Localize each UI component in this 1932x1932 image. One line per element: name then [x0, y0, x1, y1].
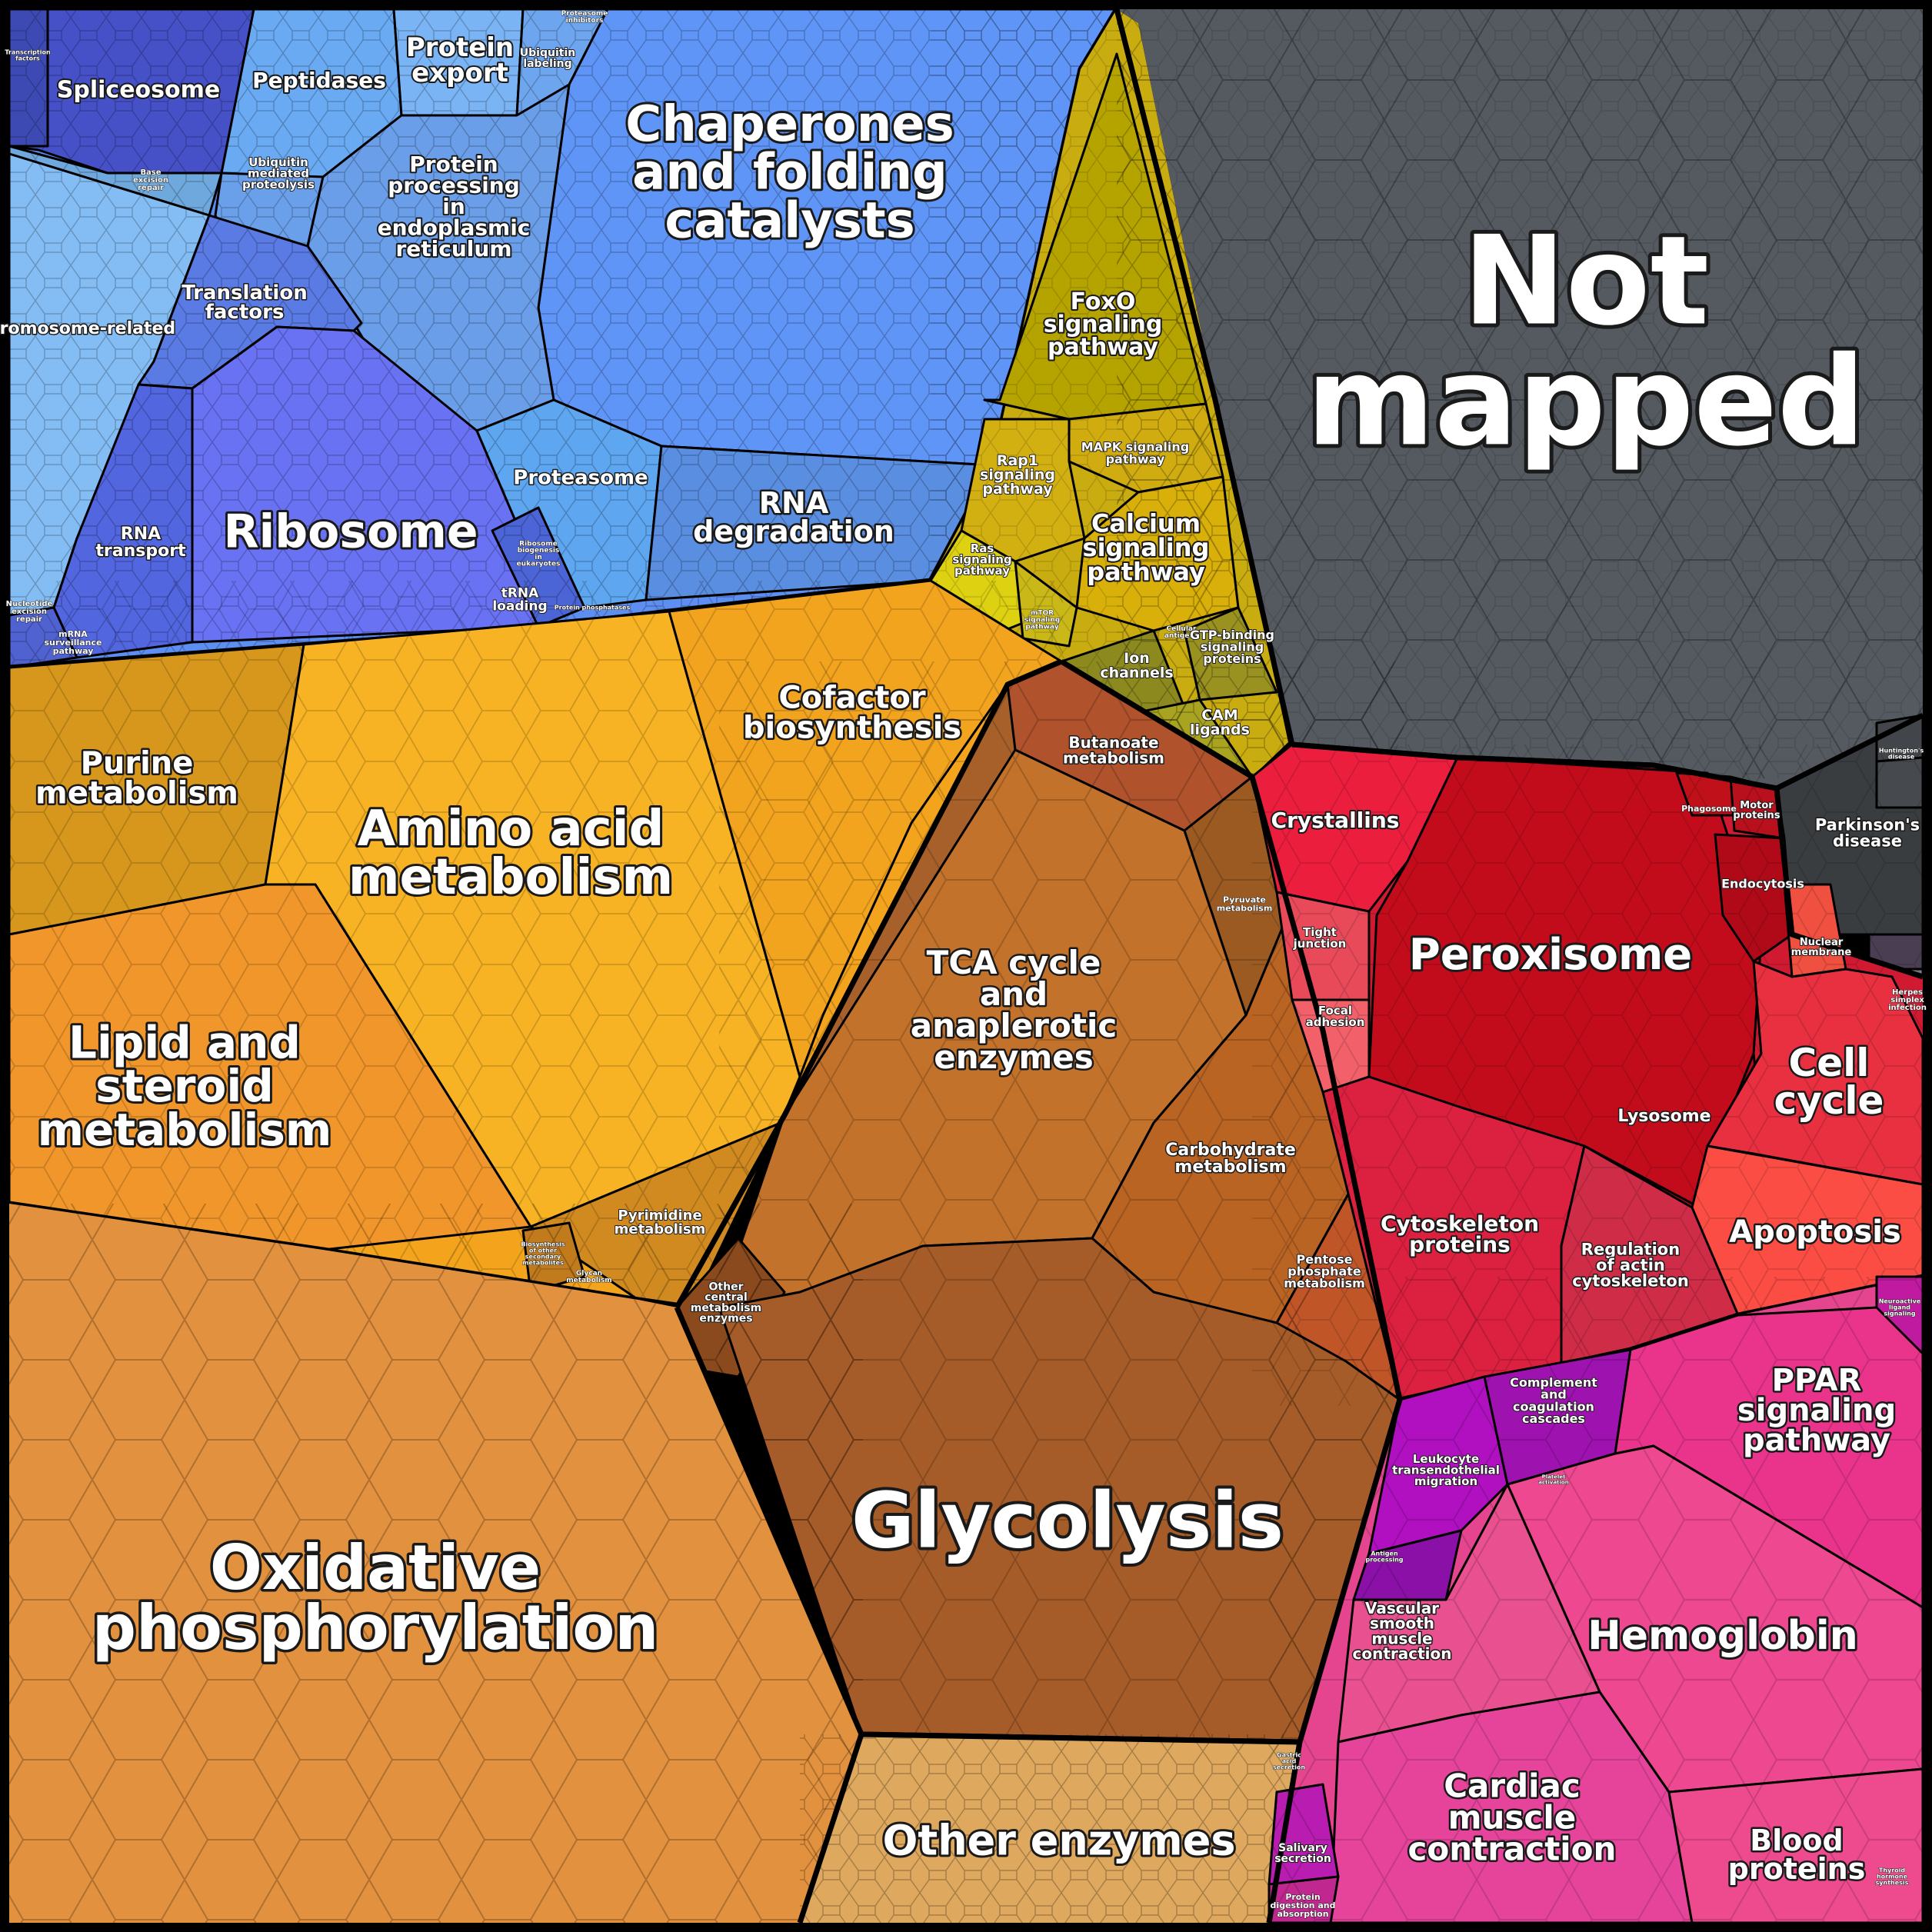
label-proteasome: Proteasome [513, 467, 648, 490]
label-biosynthesis-other: Biosynthesis of other secondary metabolites [521, 1241, 565, 1267]
label-purine: Purine metabolism [35, 745, 238, 811]
label-glycolysis: Glycolysis [851, 1475, 1284, 1565]
label-blood-proteins: Blood proteins [1728, 1824, 1866, 1886]
label-cell-cycle: Cell cycle [1774, 1041, 1884, 1123]
label-base-excision-repair: Base excision repair [133, 168, 168, 192]
label-glycan: Glycan metabolism [566, 1270, 611, 1284]
label-cytoskeleton: Cytoskeleton proteins [1381, 1211, 1539, 1257]
label-neuroactive: Neuroactive ligand signaling [1879, 1298, 1921, 1317]
texture-pink [1269, 1277, 1923, 1923]
label-amino-acid: Amino acid metabolism [348, 801, 673, 906]
label-gtp-binding: GTP-binding signaling proteins [1190, 628, 1274, 666]
group-not-mapped [1114, 8, 1924, 1055]
label-complement: Complement and coagulation cascades [1510, 1375, 1597, 1426]
label-cofactor: Cofactor biosynthesis [743, 680, 961, 745]
label-foxo: FoxO signaling pathway [1044, 288, 1163, 361]
label-tight-junction: Tight junction [1293, 925, 1347, 951]
label-tca: TCA cycle and anaplerotic enzymes [911, 944, 1117, 1076]
label-hemoglobin: Hemoglobin [1587, 1613, 1858, 1659]
label-regulation-actin: Regulation of actin cytoskeleton [1572, 1240, 1689, 1290]
label-cellular-antigens: Cellular antigens [1164, 625, 1198, 640]
label-vascular: Vascular smooth muscle contraction [1352, 1599, 1451, 1663]
label-pyrimidine: Pyrimidine metabolism [615, 1208, 706, 1237]
border-red-top [1291, 741, 1924, 980]
label-nuclear-membrane: Nuclear membrane [1791, 937, 1852, 958]
label-herpes: Herpes simplex infection [1888, 988, 1927, 1012]
label-protein-processing-er: Protein processing in endoplasmic reticulum [378, 152, 531, 261]
label-calcium: Calcium signaling pathway [1083, 509, 1210, 587]
label-platelet: Platelet activation [1538, 1474, 1568, 1486]
label-ribosome-biogenesis: Ribosome biogenesis in eukaryotes [517, 540, 561, 568]
label-focal-adhesion: Focal adhesion [1306, 1004, 1365, 1029]
texture-oxidative [9, 1204, 863, 1923]
label-chaperones: Chaperones and folding catalysts [625, 96, 954, 249]
label-rna-transport: RNA transport [95, 525, 186, 561]
label-cam-ligands: CAM ligands [1190, 707, 1250, 738]
group-organismal-systems [1266, 1275, 1924, 1924]
label-ppar: PPAR signaling pathway [1737, 1363, 1896, 1458]
label-crystallins: Crystallins [1271, 808, 1400, 833]
label-butanoate: Butanoate metabolism [1063, 734, 1164, 768]
group-oxidative [9, 1204, 1303, 1924]
label-proteasome-inhibitors: Proteasome inhibitors [561, 10, 608, 25]
label-not-mapped: Not mapped [1307, 209, 1866, 474]
label-protein-digestion: Protein digestion and absorption [1271, 1892, 1336, 1919]
label-mrna-surveillance: mRNA surveillance pathway [45, 629, 102, 656]
label-huntingtons: Huntington's disease [1879, 748, 1924, 761]
label-ubiquitin-proteolysis: Ubiquitin mediated proteolysis [242, 155, 315, 192]
label-mismatch-repair: Nucleotide excision repair [6, 600, 53, 624]
label-translation-factors: Translation factors [182, 281, 307, 324]
label-thyroid: Thyroid hormone synthesis [1876, 1867, 1909, 1887]
label-protein-phosphatases: Protein phosphatases [555, 605, 631, 611]
label-endocytosis: Endocytosis [1721, 877, 1804, 891]
label-motor-proteins: Motor proteins [1733, 800, 1780, 821]
label-carbohydrate: Carbohydrate metabolism [1165, 1141, 1296, 1177]
texture-other-enzymes [800, 1734, 1300, 1923]
label-apoptosis: Apoptosis [1729, 1214, 1901, 1250]
label-ion-channels: Ion channels [1100, 650, 1173, 681]
label-trna-loading: tRNA loading [492, 586, 547, 615]
label-pentose: Pentose phosphate metabolism [1284, 1252, 1365, 1291]
label-ribosome: Ribosome [223, 505, 478, 559]
label-spliceosome: Spliceosome [57, 77, 220, 104]
label-cardiac: Cardiac muscle contraction [1408, 1767, 1617, 1867]
label-transcription-factors: Transcription factors [5, 49, 51, 62]
label-peptidases: Peptidases [252, 68, 386, 93]
label-pyruvate: Pyruvate metabolism [1217, 895, 1273, 914]
label-ubiquitin-labeling: Ubiquitin labeling [520, 47, 575, 70]
label-oxidative: Oxidative phosphorylation [92, 1532, 659, 1664]
label-peroxisome: Peroxisome [1409, 930, 1693, 980]
label-protein-export: Protein export [406, 32, 514, 88]
label-other-enzymes: Other enzymes [883, 1817, 1236, 1865]
label-salivary: Salivary secretion [1274, 1842, 1331, 1865]
label-mapk: MAPK signaling pathway [1081, 440, 1189, 467]
labels: Spliceosome Transcription factors Peptida… [0, 10, 1927, 1920]
label-parkinsons: Parkinson's disease [1815, 816, 1920, 851]
texture-not-mapped-small [1117, 9, 1923, 778]
label-antigen: Antigen processing [1365, 1551, 1403, 1564]
label-other-central: Other central metabolism enzymes [691, 1281, 761, 1324]
border-pink [1266, 1399, 1403, 1924]
label-ras: Ras signaling pathway [952, 541, 1011, 578]
label-gastric: Gastric acid secretion [1273, 1752, 1305, 1771]
label-leukocyte: Leukocyte transendothelial migration [1392, 1452, 1500, 1488]
label-chromosome-related: Chromosome-related [0, 319, 175, 338]
label-mtor: mTOR signaling pathway [1024, 610, 1060, 631]
label-lipid: Lipid and steroid metabolism [38, 1016, 332, 1156]
label-phagosome: Phagosome [1681, 804, 1737, 814]
label-rap1: Rap1 signaling pathway [980, 452, 1055, 498]
label-lysosome: Lysosome [1617, 1107, 1710, 1126]
label-rna-degradation: RNA degradation [693, 486, 894, 548]
